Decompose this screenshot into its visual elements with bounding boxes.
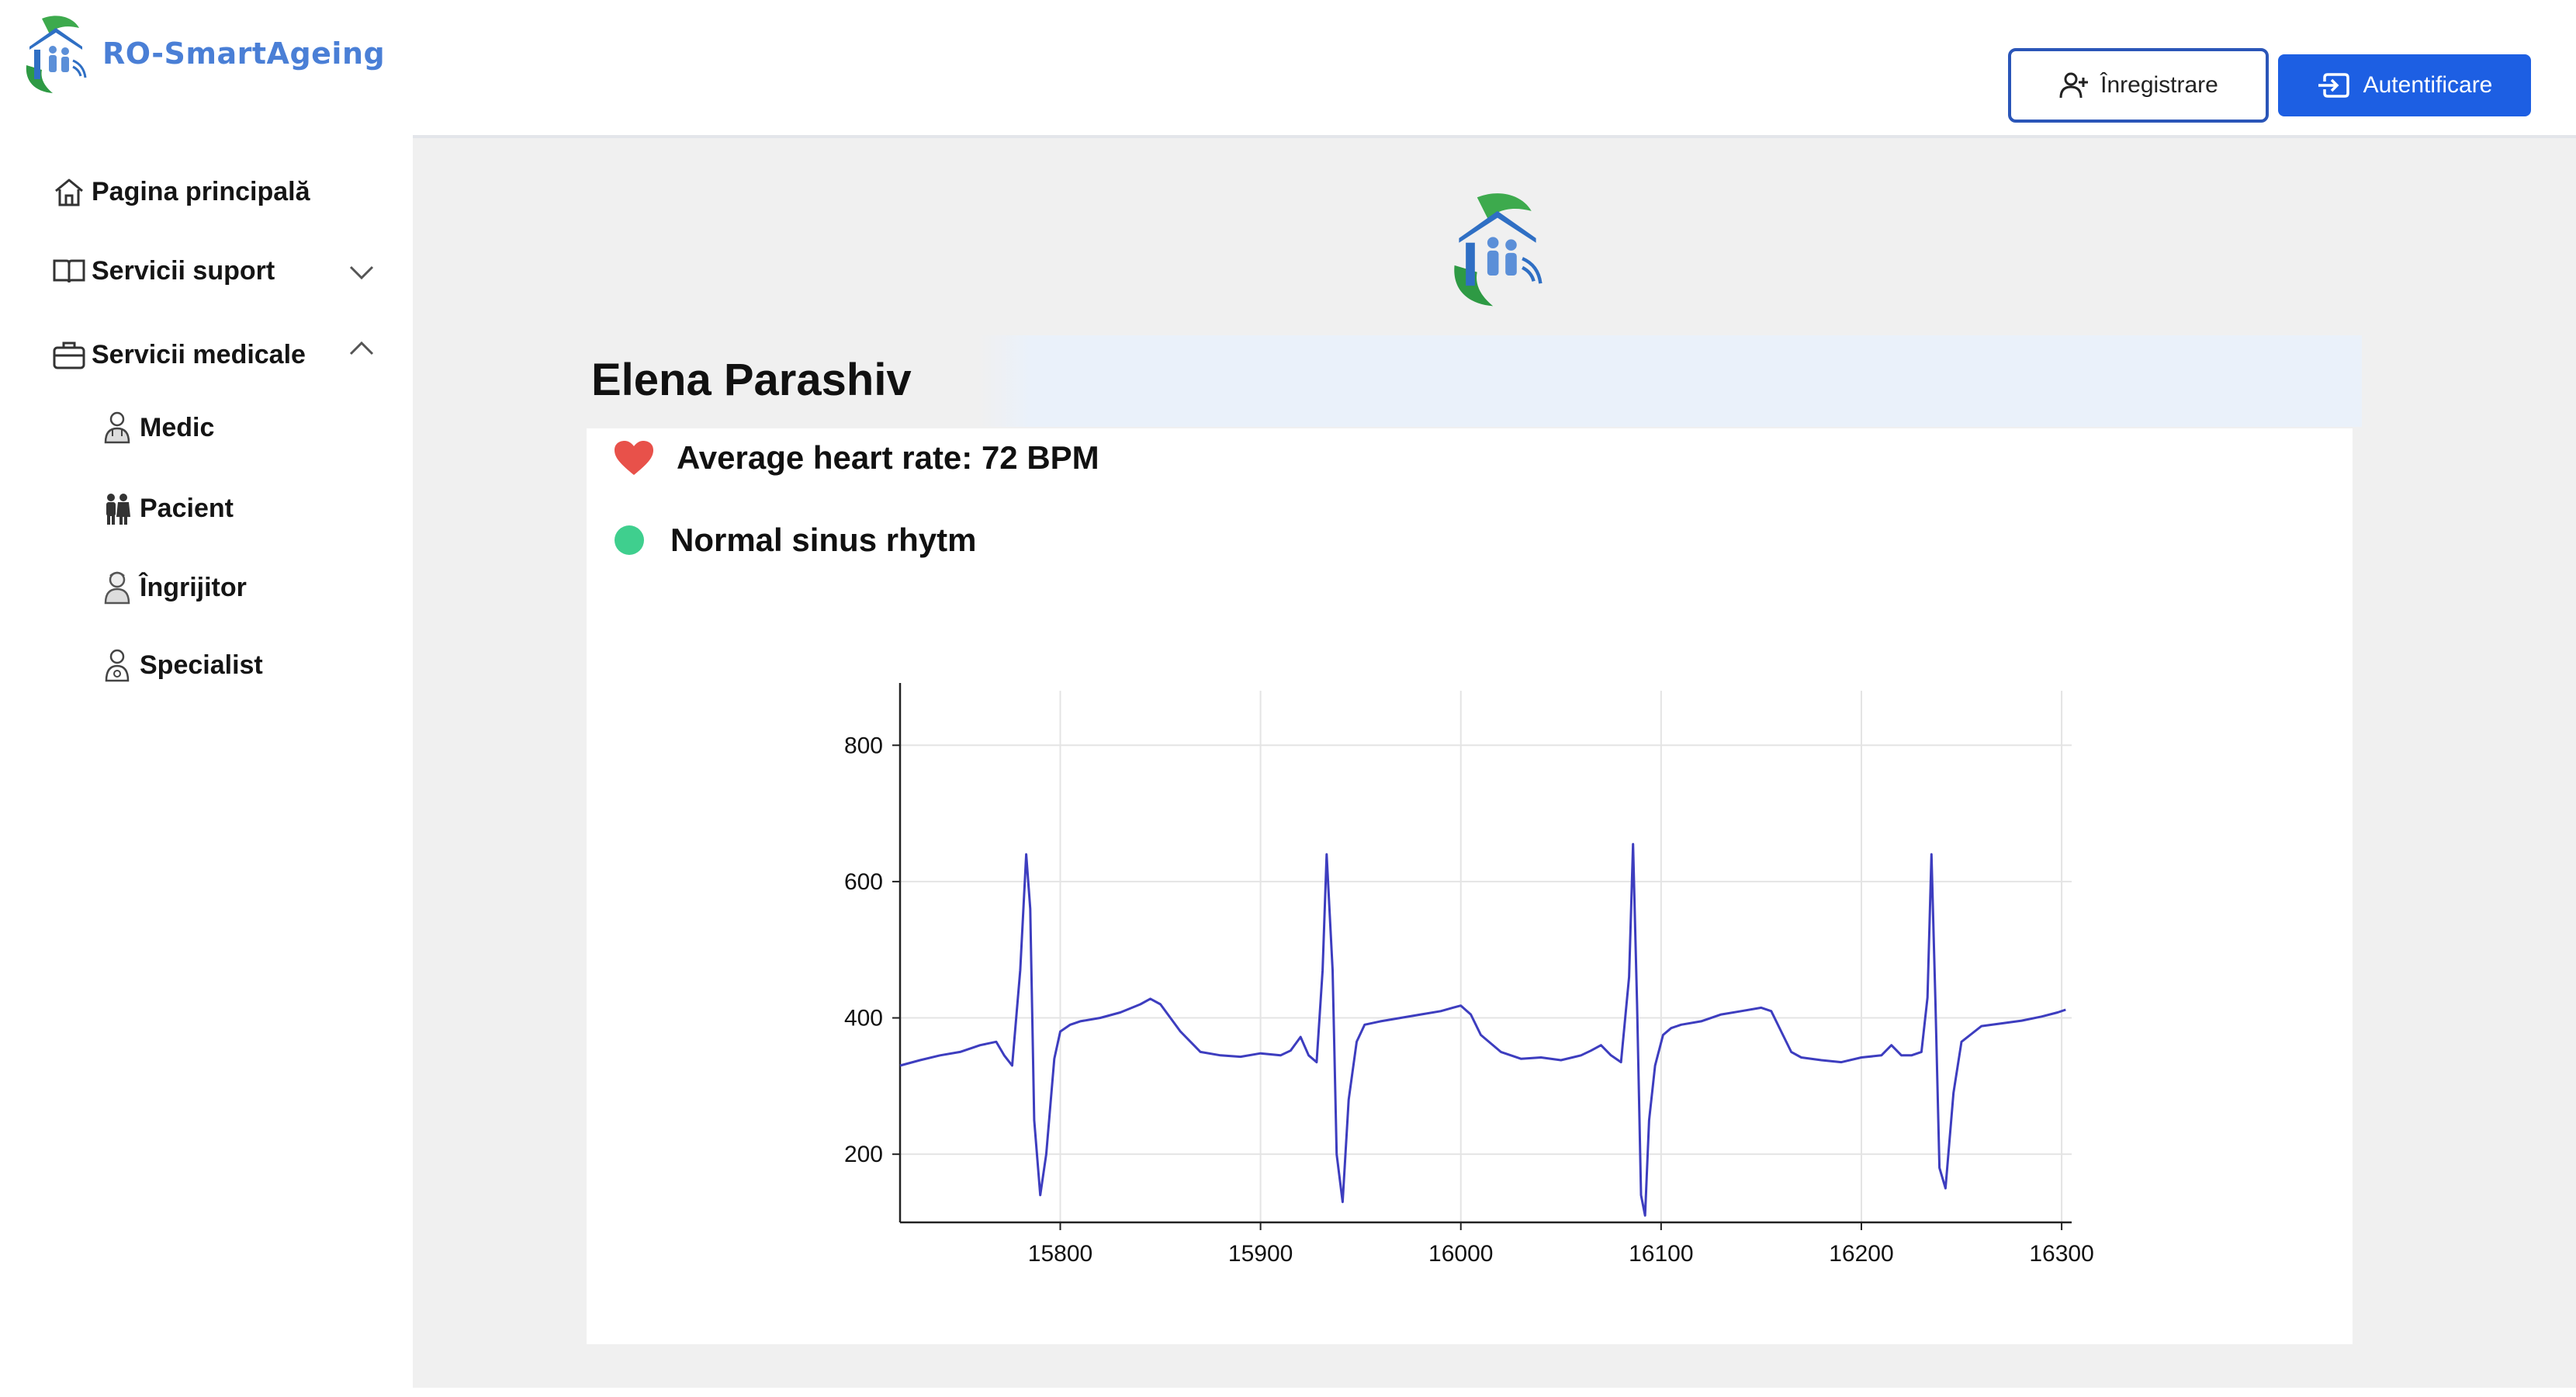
rhythm-text: Normal sinus rhytm: [670, 522, 977, 558]
register-label: Înregistrare: [2100, 72, 2218, 98]
sidebar: [0, 34, 413, 1397]
sidebar-item-label: Pagina principală: [92, 176, 310, 206]
heart-shape: [615, 441, 653, 475]
x-tick-label: 16200: [1829, 1241, 1893, 1267]
plot-area: [900, 691, 2072, 1222]
sidebar-subitem-specialist[interactable]: Specialist: [99, 647, 263, 683]
sidebar-subitem-label: Medic: [140, 412, 215, 442]
sidebar-item-support-services[interactable]: Servicii suport: [51, 253, 275, 289]
ecg-chart: 15800 15900 16000 16100 16200 16300 200 400 600 8…: [844, 683, 2094, 1267]
y-tick-label: 200: [844, 1142, 883, 1167]
home-icon: [55, 179, 83, 206]
x-tick-label: 16300: [2029, 1241, 2093, 1267]
app-name: RO-SmartAgeing: [102, 36, 386, 71]
brand[interactable]: RO-SmartAgeing: [19, 11, 385, 96]
patients-icon: [106, 494, 130, 525]
heart-rate-text: Average heart rate: 72 BPM: [677, 439, 1099, 476]
patient-card-header: [587, 335, 2362, 427]
rhythm-stat: Normal sinus rhytm: [615, 522, 976, 559]
sidebar-subitem-medic[interactable]: Medic: [99, 410, 214, 445]
patient-name: Elena Parashiv: [591, 355, 912, 405]
heart-icon: [615, 441, 653, 475]
sidebar-subitem-ingrijitor[interactable]: Îngrijitor: [99, 570, 247, 605]
x-tick-label: 15900: [1228, 1241, 1293, 1267]
caregiver-icon: [104, 571, 130, 605]
sidebar-subitem-label: Pacient: [140, 493, 234, 523]
sidebar-item-label: Servicii medicale: [92, 339, 306, 369]
x-tick-label: 16100: [1629, 1241, 1693, 1267]
sidebar-subitem-label: Specialist: [140, 650, 263, 680]
user-plus-icon: [2059, 72, 2089, 99]
briefcase-icon: [53, 341, 85, 369]
specialist-icon: [105, 649, 130, 682]
chevron-up-icon[interactable]: [346, 334, 377, 365]
y-tick-label: 400: [844, 1006, 883, 1031]
x-tick-label: 16000: [1428, 1241, 1493, 1267]
y-tick-label: 800: [844, 733, 883, 758]
login-label: Autentificare: [2363, 72, 2493, 98]
smartageing-logo-icon: [26, 16, 87, 93]
smartageing-center-logo-icon: [1454, 193, 1542, 307]
book-icon: [53, 259, 85, 283]
x-tick-label: 15800: [1028, 1241, 1092, 1267]
sidebar-item-home[interactable]: Pagina principală: [51, 174, 310, 210]
top-strip: [0, 0, 2576, 37]
login-button[interactable]: Autentificare: [2278, 54, 2531, 116]
doctor-icon: [104, 411, 130, 444]
chevron-down-icon[interactable]: [346, 256, 377, 287]
ecg-series-line: [899, 843, 2066, 1217]
y-tick-label: 600: [844, 869, 883, 895]
sidebar-subitem-label: Îngrijitor: [140, 572, 247, 602]
sidebar-item-label: Servicii suport: [92, 255, 275, 286]
sidebar-subitem-pacient[interactable]: Pacient: [99, 491, 234, 526]
sidebar-item-medical-services[interactable]: Servicii medicale: [51, 337, 306, 373]
register-button[interactable]: Înregistrare: [2008, 48, 2269, 123]
rhythm-status-dot: [615, 525, 644, 555]
heart-rate-stat: Average heart rate: 72 BPM: [613, 439, 1099, 477]
login-icon: [2318, 73, 2349, 98]
